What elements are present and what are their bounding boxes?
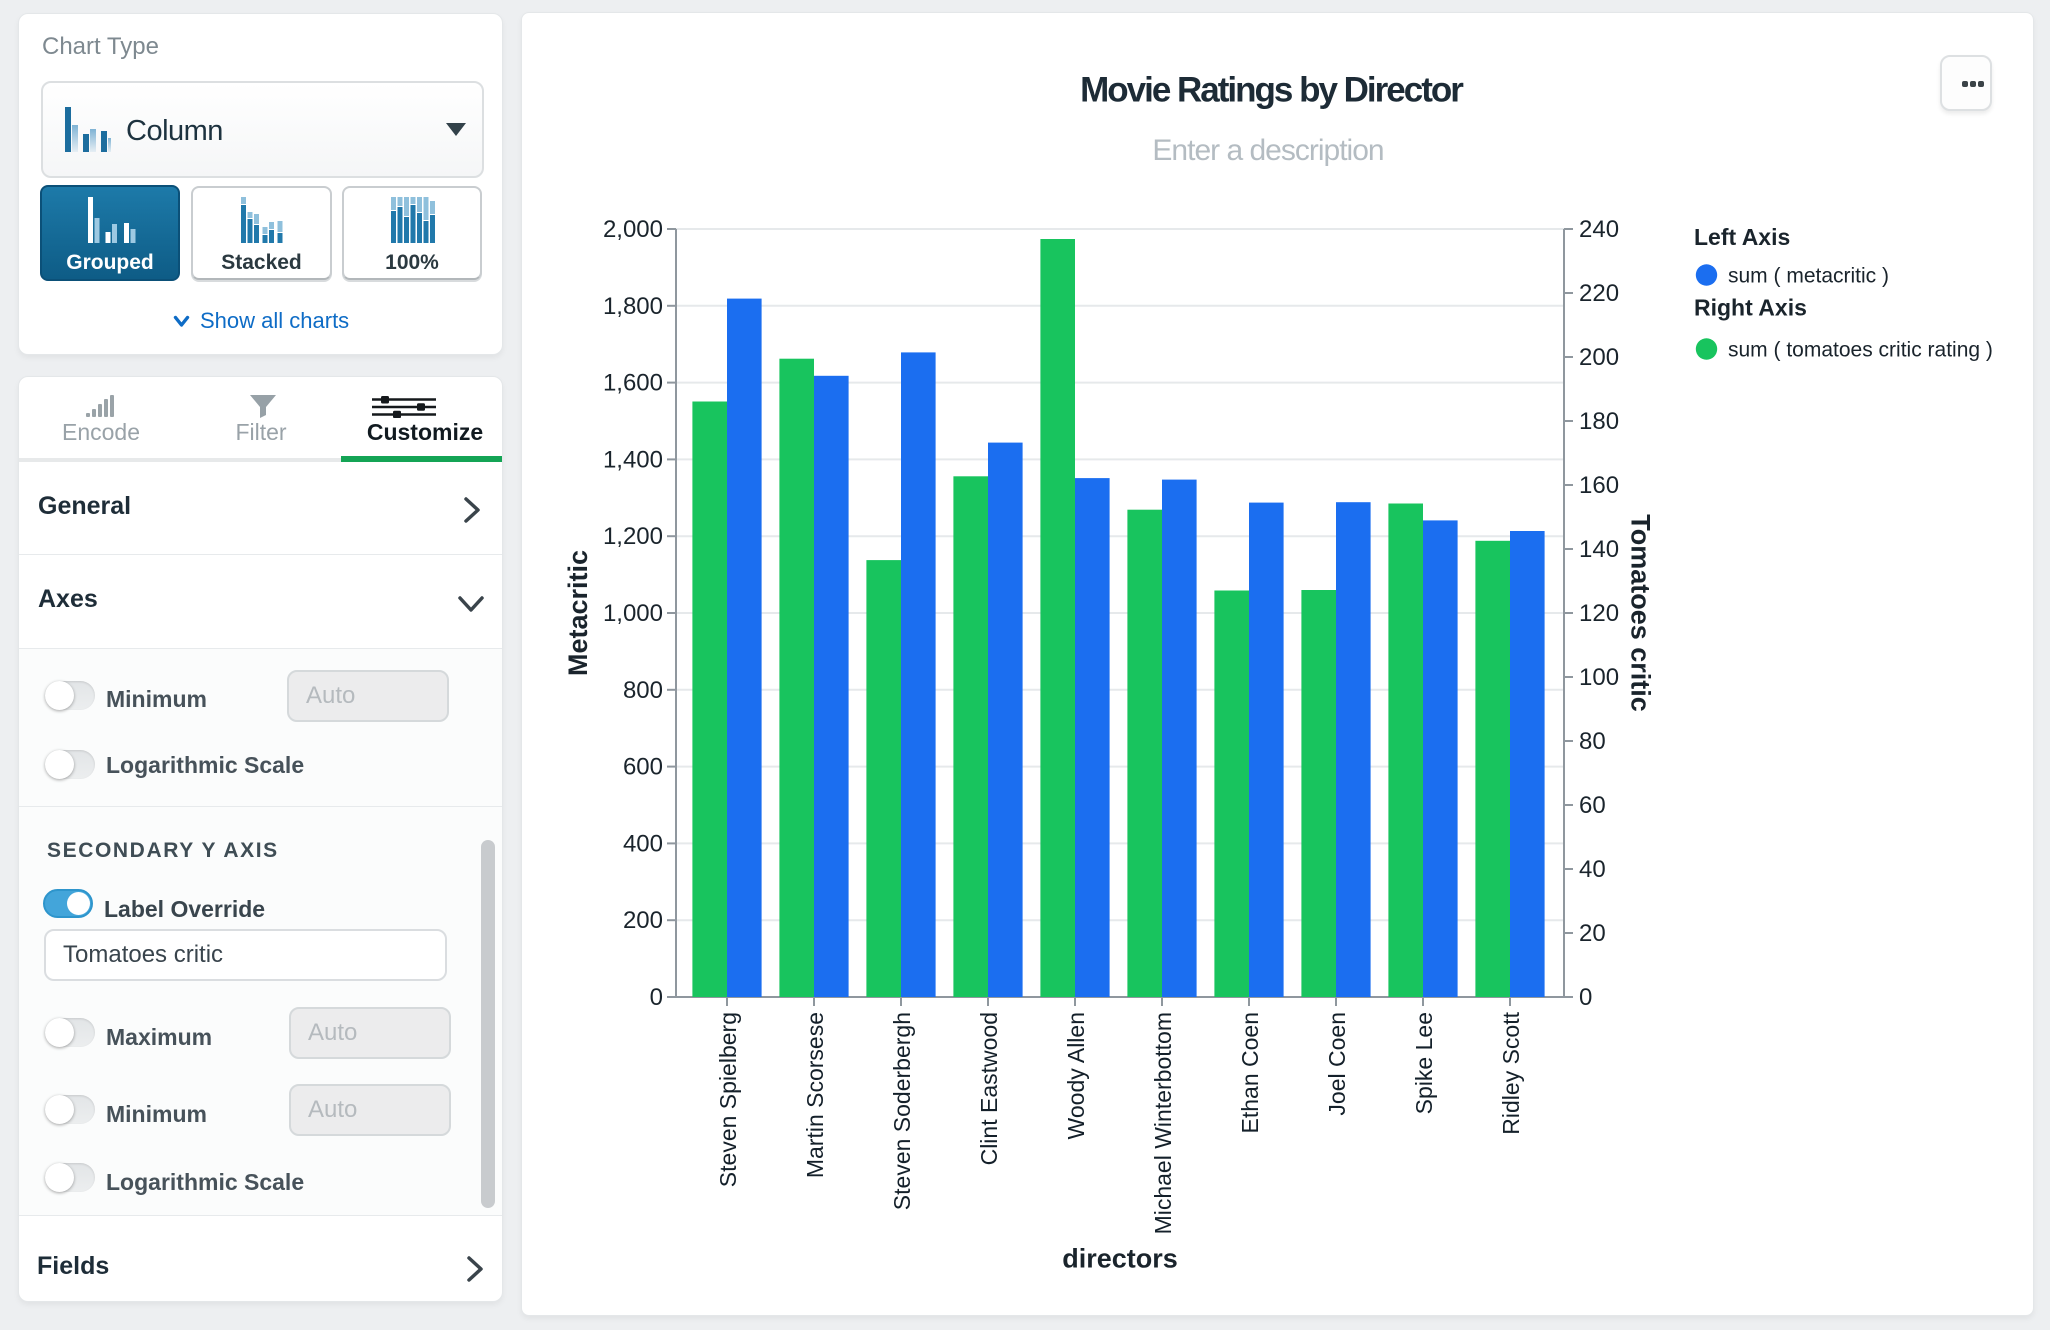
svg-text:80: 80 bbox=[1579, 728, 1606, 755]
svg-text:Spike Lee: Spike Lee bbox=[1411, 1012, 1437, 1114]
svg-text:200: 200 bbox=[623, 907, 663, 934]
svg-text:Ethan Coen: Ethan Coen bbox=[1237, 1012, 1263, 1133]
svg-text:800: 800 bbox=[623, 677, 663, 704]
svg-text:200: 200 bbox=[1579, 344, 1619, 371]
svg-text:40: 40 bbox=[1579, 856, 1606, 883]
svg-text:Clint Eastwood: Clint Eastwood bbox=[976, 1012, 1002, 1165]
svg-text:0: 0 bbox=[1579, 984, 1592, 1011]
svg-text:1,400: 1,400 bbox=[603, 446, 663, 473]
svg-text:100: 100 bbox=[1579, 664, 1619, 691]
svg-text:Movie Ratings by Director: Movie Ratings by Director bbox=[1080, 71, 1464, 110]
svg-text:1,000: 1,000 bbox=[603, 600, 663, 627]
svg-text:Steven Soderbergh: Steven Soderbergh bbox=[889, 1012, 915, 1210]
svg-text:180: 180 bbox=[1579, 408, 1619, 435]
svg-text:600: 600 bbox=[623, 754, 663, 781]
svg-text:Michael Winterbottom: Michael Winterbottom bbox=[1150, 1012, 1176, 1234]
svg-text:Tomatoes critic: Tomatoes critic bbox=[1626, 514, 1656, 712]
svg-text:60: 60 bbox=[1579, 792, 1606, 819]
svg-text:20: 20 bbox=[1579, 920, 1606, 947]
svg-text:directors: directors bbox=[1062, 1244, 1178, 1274]
svg-text:1,600: 1,600 bbox=[603, 370, 663, 397]
svg-text:220: 220 bbox=[1579, 280, 1619, 307]
svg-text:sum ( tomatoes critic rating ): sum ( tomatoes critic rating ) bbox=[1728, 339, 1993, 362]
svg-text:Left Axis: Left Axis bbox=[1694, 224, 1790, 250]
svg-text:0: 0 bbox=[650, 984, 663, 1011]
svg-text:120: 120 bbox=[1579, 600, 1619, 627]
svg-text:Martin Scorsese: Martin Scorsese bbox=[802, 1012, 828, 1178]
svg-text:400: 400 bbox=[623, 830, 663, 857]
svg-text:Steven Spielberg: Steven Spielberg bbox=[715, 1012, 741, 1187]
svg-text:Ridley Scott: Ridley Scott bbox=[1498, 1011, 1524, 1134]
svg-text:sum ( metacritic ): sum ( metacritic ) bbox=[1728, 265, 1889, 288]
svg-text:Woody Allen: Woody Allen bbox=[1063, 1012, 1089, 1139]
svg-text:160: 160 bbox=[1579, 472, 1619, 499]
svg-text:1,200: 1,200 bbox=[603, 523, 663, 550]
svg-text:1,800: 1,800 bbox=[603, 293, 663, 320]
svg-text:Joel Coen: Joel Coen bbox=[1324, 1012, 1350, 1116]
svg-text:2,000: 2,000 bbox=[603, 216, 663, 243]
svg-text:Right Axis: Right Axis bbox=[1694, 295, 1807, 321]
svg-text:Metacritic: Metacritic bbox=[563, 550, 593, 676]
svg-text:140: 140 bbox=[1579, 536, 1619, 563]
svg-text:240: 240 bbox=[1579, 216, 1619, 243]
svg-text:Enter a description: Enter a description bbox=[1152, 134, 1383, 167]
